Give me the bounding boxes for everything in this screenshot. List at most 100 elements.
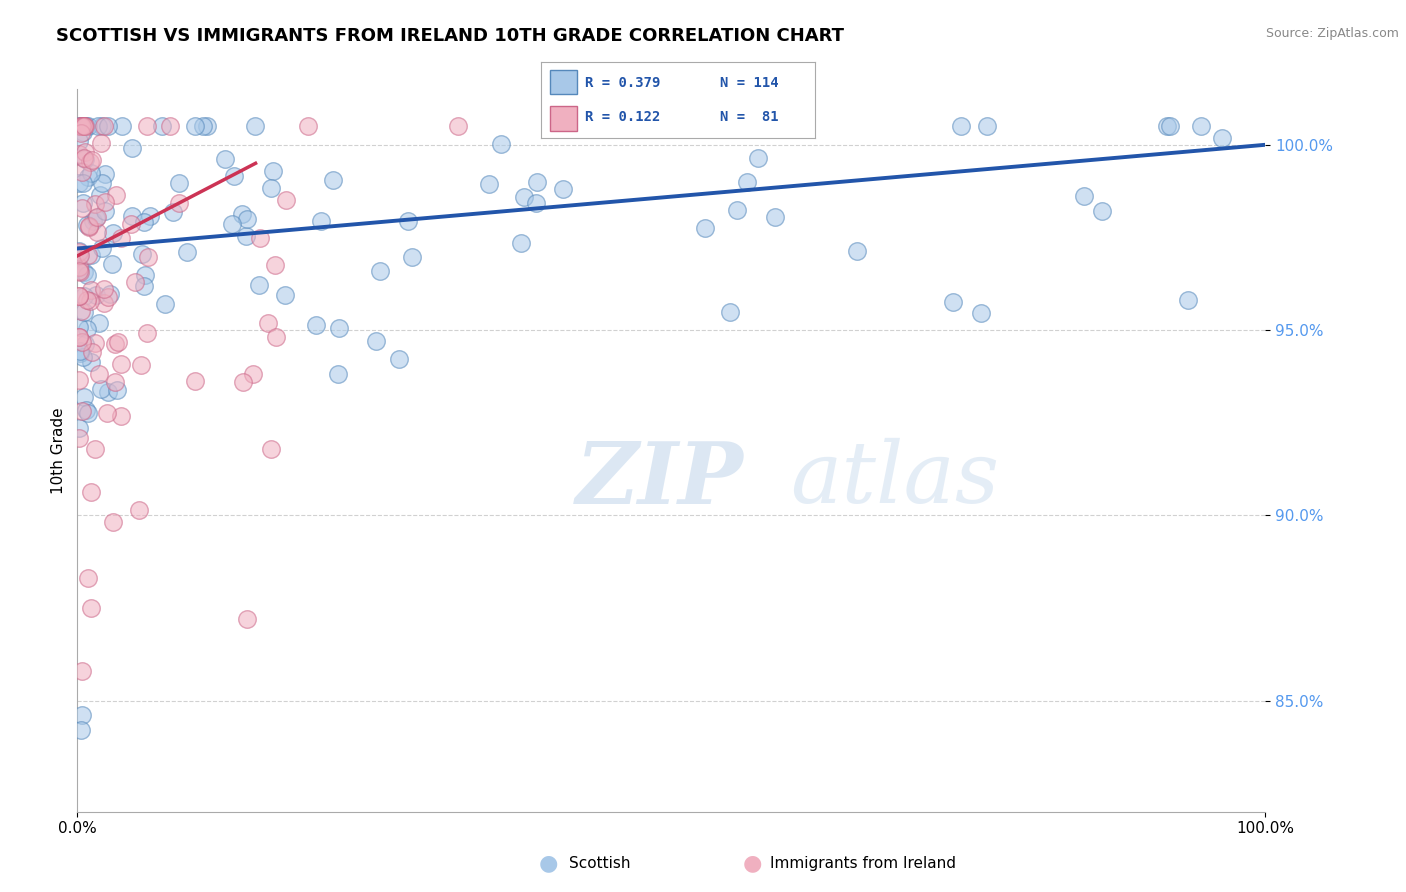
Point [86,210,108,224]
Text: R = 0.379: R = 0.379 [585,76,661,90]
Point [72,404,94,418]
Text: ZIP: ZIP [576,438,744,521]
Point [90,382,112,396]
Point [91,176,114,190]
Point [79,484,101,499]
Point [222,169,245,184]
Point [120,217,142,231]
Point [725,202,748,217]
Point [136,120,159,134]
Point [176,245,198,260]
Point [96,406,118,420]
Point [77,220,100,235]
Point [478,178,501,192]
Point [67,260,90,274]
Point [260,442,283,456]
Point [84,336,107,351]
Point [236,211,259,226]
Point [257,317,280,331]
Text: Immigrants from Ireland: Immigrants from Ireland [770,856,956,871]
Text: R = 0.122: R = 0.122 [585,110,661,124]
Point [82,213,104,227]
Point [72,289,94,303]
Text: Source: ZipAtlas.com: Source: ZipAtlas.com [1265,27,1399,40]
Point [70,334,93,349]
Point [67,421,90,435]
Point [69,126,91,140]
Point [76,120,98,134]
Point [1156,120,1178,134]
Point [86,226,108,240]
Point [80,153,103,167]
Point [136,250,159,264]
Point [247,278,270,293]
Point [75,402,97,417]
Point [98,287,121,301]
Point [195,120,218,134]
Point [97,120,120,134]
Point [1177,293,1199,307]
Point [69,248,91,262]
Point [70,165,93,179]
Point [100,257,122,271]
Point [1211,131,1233,145]
Point [845,244,868,259]
Point [69,346,91,360]
Bar [550,106,576,130]
Point [264,258,287,272]
Point [97,384,120,399]
Point [693,221,716,235]
Point [69,265,91,279]
Point [94,195,117,210]
Point [1189,120,1212,134]
Point [73,145,96,160]
Point [93,282,115,296]
Point [236,612,259,626]
Point [93,120,115,134]
Point [80,283,103,297]
Point [110,357,132,371]
Point [69,120,91,134]
Point [67,249,90,263]
Point [718,305,741,319]
Point [169,176,191,190]
Point [67,177,90,191]
Point [763,210,786,224]
Text: N =  81: N = 81 [720,110,778,124]
Text: SCOTTISH VS IMMIGRANTS FROM IRELAND 10TH GRADE CORRELATION CHART: SCOTTISH VS IMMIGRANTS FROM IRELAND 10TH… [56,27,844,45]
Point [67,330,90,344]
Point [103,515,125,529]
Point [274,288,297,302]
Point [75,152,97,166]
Point [76,293,98,307]
Point [134,268,156,283]
Point [73,265,96,279]
Point [245,120,267,134]
Point [264,329,287,343]
Point [87,367,110,381]
Point [191,120,214,134]
Point [77,169,100,184]
Point [1160,120,1182,134]
Point [67,244,90,259]
Point [326,368,349,382]
Point [150,120,173,134]
Point [401,250,423,264]
Point [69,723,91,738]
Point [67,134,90,148]
Text: Scottish: Scottish [569,856,631,871]
Point [73,120,96,134]
Point [131,247,153,261]
Point [274,193,297,207]
Point [76,268,98,282]
Point [67,330,90,344]
Point [72,351,94,365]
Point [387,352,409,367]
Point [90,136,112,150]
Point [513,190,536,204]
Point [76,571,98,585]
Point [304,318,326,332]
Point [139,209,162,223]
Point [124,275,146,289]
Point [221,218,243,232]
